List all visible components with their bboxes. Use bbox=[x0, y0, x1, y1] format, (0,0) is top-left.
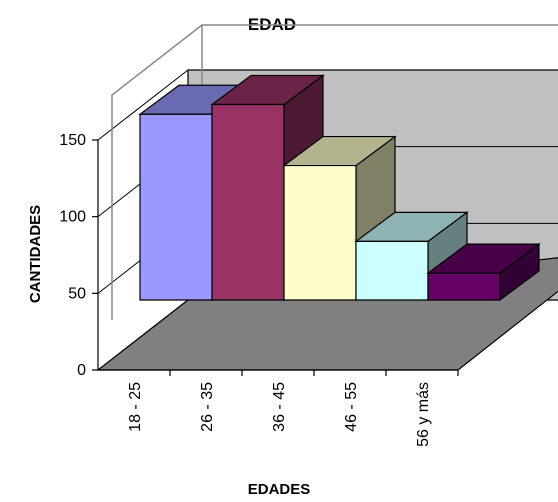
y-axis-title: CANTIDADES bbox=[27, 205, 44, 303]
plot-area: 0 50 100 150 18 - 25 26 - 35 36 - 45 46 - 55 56 … bbox=[59, 24, 558, 447]
x-axis-title: EDADES bbox=[248, 481, 311, 498]
x-tick-label: 46 - 55 bbox=[343, 382, 360, 432]
x-tick-label: 36 - 45 bbox=[271, 382, 288, 432]
bar-0 bbox=[139, 113, 213, 301]
bar-3 bbox=[355, 240, 429, 301]
bar-1 bbox=[211, 103, 285, 301]
x-tick-label: 26 - 35 bbox=[199, 382, 216, 432]
x-tick-label: 56 y más bbox=[415, 382, 432, 447]
y-tick-label: 0 bbox=[77, 362, 86, 379]
x-tick-label: 18 - 25 bbox=[127, 382, 144, 432]
bar-2 bbox=[283, 164, 357, 301]
gridline-left-150 bbox=[97, 69, 189, 141]
outer-frame-left bbox=[111, 24, 558, 320]
y-tick-label: 100 bbox=[59, 209, 86, 226]
bar-4 bbox=[427, 272, 501, 301]
y-tick-label: 150 bbox=[59, 132, 86, 149]
y-tick-label: 50 bbox=[68, 285, 86, 302]
